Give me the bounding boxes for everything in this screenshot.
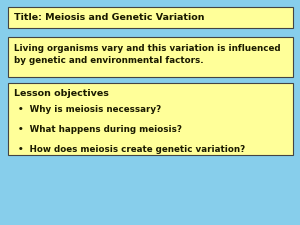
Text: Lesson objectives: Lesson objectives — [14, 89, 109, 98]
Text: Title: Meiosis and Genetic Variation: Title: Meiosis and Genetic Variation — [14, 13, 205, 22]
Text: •  How does meiosis create genetic variation?: • How does meiosis create genetic variat… — [18, 145, 245, 154]
FancyBboxPatch shape — [8, 83, 292, 155]
Text: •  Why is meiosis necessary?: • Why is meiosis necessary? — [18, 105, 161, 114]
Text: Living organisms vary and this variation is influenced
by genetic and environmen: Living organisms vary and this variation… — [14, 44, 281, 65]
FancyBboxPatch shape — [8, 37, 292, 76]
FancyBboxPatch shape — [8, 7, 292, 28]
Text: •  What happens during meiosis?: • What happens during meiosis? — [18, 125, 182, 134]
